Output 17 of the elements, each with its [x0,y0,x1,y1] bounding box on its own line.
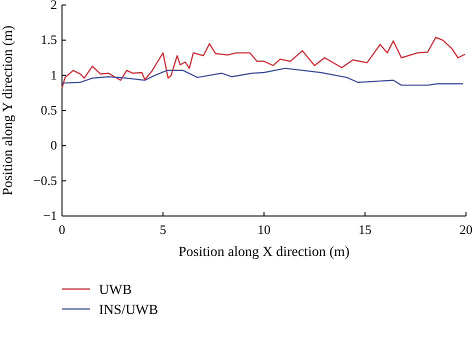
y-tick-label: 0.5 [40,102,57,118]
x-tick-label: 20 [460,222,472,237]
x-tick-label: 10 [258,222,270,237]
legend-label: UWB [99,283,132,298]
line-series [61,36,466,89]
y-tick-label: −0.5 [33,172,57,188]
y-tick-label: −1 [43,208,57,223]
y-tick-label: 2 [50,0,57,12]
legend-label: INS/UWB [99,303,158,318]
x-tick-label: 15 [358,222,372,237]
y-tick-label: 1 [50,67,57,82]
y-tick-label: 1.5 [40,32,57,48]
x-axis-title: Position along X direction (m) [178,245,350,260]
y-tick-label: 0 [50,138,57,153]
y-axis-title: Position along Y direction (m) [1,25,16,196]
line-series [61,68,464,86]
x-tick-label: 5 [160,222,166,237]
